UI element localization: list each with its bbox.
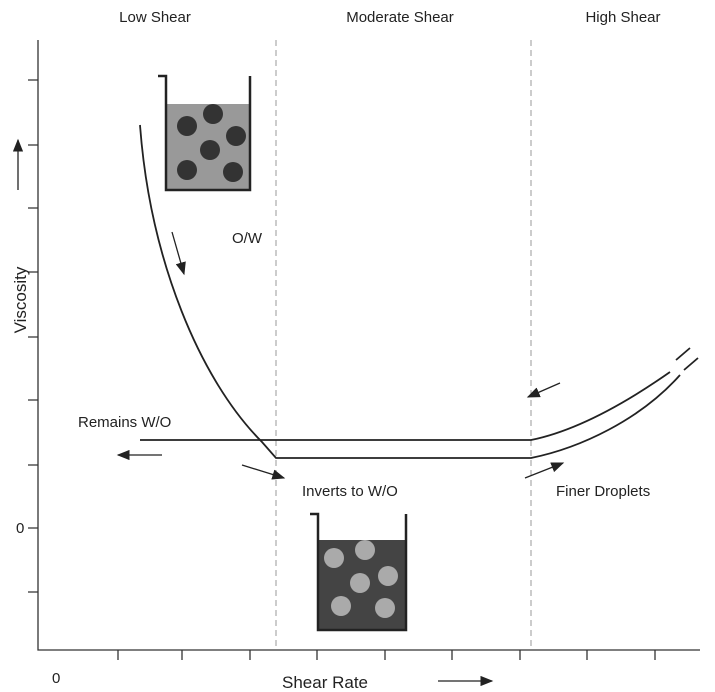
y-axis-label: Viscosity (11, 266, 30, 333)
annotation: Inverts to W/O (302, 483, 398, 500)
x-origin: 0 (52, 670, 60, 687)
y-origin: 0 (16, 520, 24, 537)
annotation: O/W (232, 230, 263, 247)
beaker-bottom (310, 512, 408, 632)
region-labels: Low Shear Moderate Shear High Shear (119, 9, 660, 26)
region-label: Low Shear (119, 9, 191, 26)
annotation: Remains W/O (78, 414, 171, 431)
arrows (116, 231, 565, 480)
annotation: Finer Droplets (556, 483, 650, 500)
beaker-top (158, 74, 252, 192)
curves (139, 124, 699, 459)
region-label: Moderate Shear (346, 9, 454, 26)
axes (28, 40, 700, 660)
region-label: High Shear (585, 9, 660, 26)
x-axis-label: Shear Rate (282, 673, 368, 692)
